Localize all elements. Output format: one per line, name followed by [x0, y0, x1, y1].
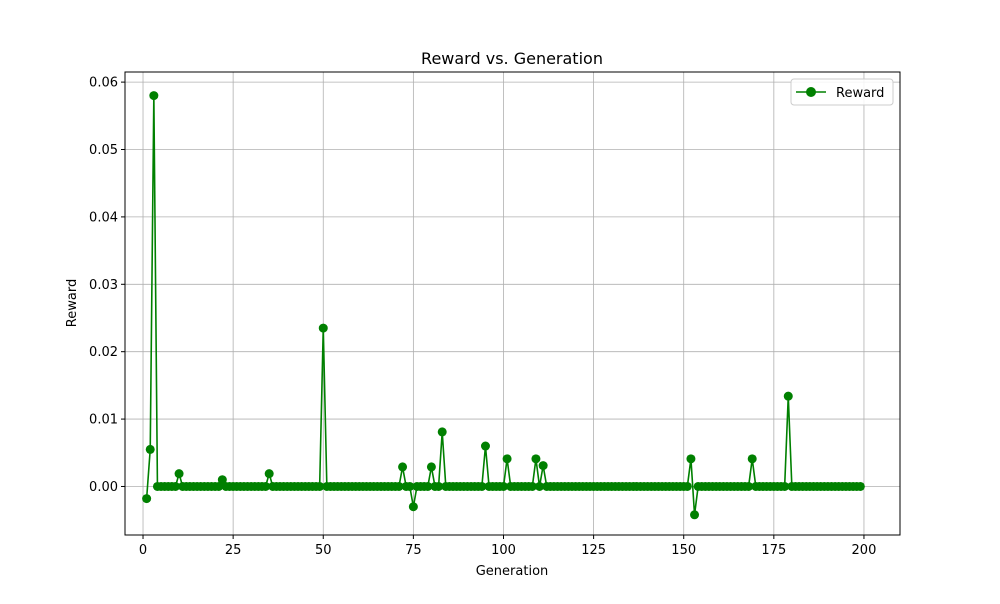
data-point	[783, 391, 793, 401]
y-tick-label: 0.04	[89, 210, 118, 225]
x-tick-label: 175	[761, 543, 786, 558]
data-point	[480, 441, 490, 451]
data-point	[682, 481, 692, 491]
data-point	[315, 481, 325, 491]
x-tick-label: 25	[225, 543, 242, 558]
data-point	[398, 462, 408, 472]
data-point	[437, 427, 447, 437]
data-point	[214, 481, 224, 491]
x-tick-label: 125	[581, 543, 606, 558]
y-tick-label: 0.00	[89, 480, 118, 495]
x-tick-label: 150	[671, 543, 696, 558]
chart-title: Reward vs. Generation	[421, 49, 603, 68]
data-point	[477, 481, 487, 491]
x-axis-label: Generation	[476, 564, 549, 579]
data-point	[145, 444, 155, 454]
legend-marker-swatch	[806, 87, 816, 97]
data-point	[434, 481, 444, 491]
data-point	[142, 494, 152, 504]
data-point	[426, 462, 436, 472]
data-point	[538, 461, 548, 471]
data-point	[170, 481, 180, 491]
data-point	[408, 502, 418, 512]
x-axis-ticks: 0 25 50 75 100 125 150 175 200	[139, 535, 876, 558]
data-point	[498, 481, 508, 491]
data-point	[747, 454, 757, 464]
data-point	[855, 481, 865, 491]
y-axis-ticks: 0.00 0.01 0.02 0.03 0.04 0.05 0.06	[89, 76, 125, 495]
plot-area	[125, 72, 900, 535]
data-point	[318, 323, 328, 333]
x-tick-label: 200	[852, 543, 877, 558]
data-point	[394, 481, 404, 491]
data-point	[744, 481, 754, 491]
data-point	[261, 481, 271, 491]
legend-box	[790, 78, 894, 106]
y-tick-label: 0.05	[89, 143, 118, 158]
data-point	[780, 481, 790, 491]
y-tick-label: 0.02	[89, 345, 118, 360]
data-point	[149, 91, 159, 101]
data-point	[527, 481, 537, 491]
legend: Reward	[790, 78, 894, 106]
data-point	[535, 481, 545, 491]
x-tick-label: 75	[405, 543, 422, 558]
y-tick-label: 0.01	[89, 413, 118, 428]
data-point	[690, 510, 700, 520]
data-point	[502, 454, 512, 464]
series-layer	[142, 91, 865, 520]
legend-label-reward: Reward	[836, 86, 884, 101]
x-tick-label: 100	[491, 543, 516, 558]
data-point	[264, 469, 274, 479]
data-point	[174, 469, 184, 479]
data-point	[686, 454, 696, 464]
data-point	[405, 481, 415, 491]
x-tick-label: 0	[139, 543, 147, 558]
y-tick-label: 0.03	[89, 278, 118, 293]
data-point	[217, 475, 227, 485]
plot-frame	[124, 71, 901, 536]
y-tick-label: 0.06	[89, 76, 118, 91]
y-axis-label: Reward	[65, 279, 80, 327]
x-tick-label: 50	[315, 543, 332, 558]
data-point	[531, 454, 541, 464]
data-point	[423, 481, 433, 491]
